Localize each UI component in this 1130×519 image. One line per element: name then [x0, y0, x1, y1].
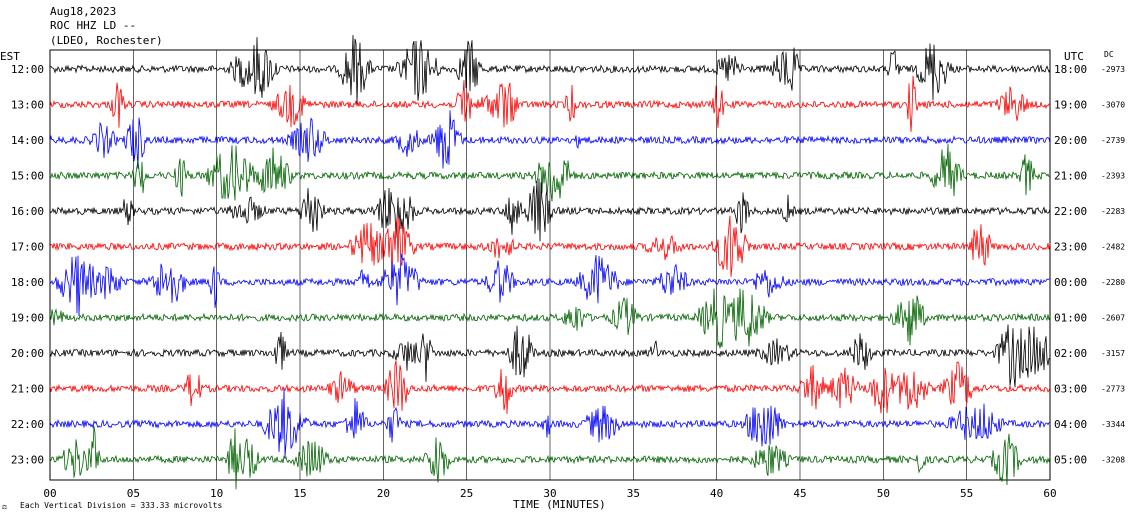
utc-time-label: 02:00 — [1054, 347, 1087, 360]
utc-time-label: 21:00 — [1054, 170, 1087, 183]
utc-time-label: 18:00 — [1054, 63, 1087, 76]
utc-time-label: 23:00 — [1054, 241, 1087, 254]
x-tick-label: 00 — [43, 487, 56, 500]
dc-offset-label: -2739 — [1101, 136, 1125, 145]
dc-offset-label: -3157 — [1101, 349, 1125, 358]
est-time-label: 14:00 — [11, 134, 44, 147]
utc-time-label: 04:00 — [1054, 418, 1087, 431]
trace-row — [49, 426, 1051, 490]
traces — [49, 35, 1051, 490]
trace-row — [49, 110, 1051, 169]
est-time-label: 13:00 — [11, 99, 44, 112]
header-station: ROC HHZ LD -- — [50, 19, 136, 32]
utc-time-label: 19:00 — [1054, 99, 1087, 112]
x-tick-label: 30 — [543, 487, 556, 500]
x-tick-label: 55 — [960, 487, 973, 500]
est-time-label: 22:00 — [11, 418, 44, 431]
est-time-label: 16:00 — [11, 205, 44, 218]
x-tick-label: 10 — [210, 487, 223, 500]
utc-time-label: 20:00 — [1054, 134, 1087, 147]
trace-row — [49, 253, 1051, 316]
utc-time-label: 00:00 — [1054, 276, 1087, 289]
trace-row — [49, 360, 1051, 415]
row-labels: 12:00 18:00 -2973 13:00 19:00 -3070 14:00 20:00… — [11, 63, 1125, 467]
est-time-label: 21:00 — [11, 383, 44, 396]
x-axis-ticks: 00 05 10 15 20 25 30 35 40 45 50 55 60 — [43, 487, 1056, 500]
dc-label: DC — [1104, 50, 1114, 59]
dc-offset-label: -3070 — [1101, 101, 1125, 110]
trace-row — [49, 35, 1051, 105]
dc-offset-label: -2607 — [1101, 314, 1125, 323]
x-tick-label: 05 — [127, 487, 140, 500]
left-axis-label: EST — [0, 50, 20, 63]
header-date: Aug18,2023 — [50, 5, 116, 18]
est-time-label: 18:00 — [11, 276, 44, 289]
est-time-label: 12:00 — [11, 63, 44, 76]
dc-offset-label: -2773 — [1101, 385, 1125, 394]
header-location: (LDEO, Rochester) — [50, 34, 163, 47]
est-time-label: 15:00 — [11, 170, 44, 183]
utc-time-label: 01:00 — [1054, 312, 1087, 325]
dc-offset-label: -2482 — [1101, 243, 1125, 252]
trace-row — [49, 215, 1051, 278]
minute-gridlines — [49, 50, 1051, 480]
x-tick-label: 50 — [877, 487, 890, 500]
est-time-label: 17:00 — [11, 241, 44, 254]
dc-offset-label: -2280 — [1101, 278, 1125, 287]
x-axis-label: TIME (MINUTES) — [513, 498, 606, 511]
utc-time-label: 05:00 — [1054, 454, 1087, 467]
x-tick-label: 45 — [793, 487, 806, 500]
est-time-label: 23:00 — [11, 454, 44, 467]
utc-time-label: 22:00 — [1054, 205, 1087, 218]
trace-row — [49, 288, 1051, 349]
trace-row — [49, 178, 1051, 242]
trace-row — [49, 324, 1050, 388]
x-tick-label: 40 — [710, 487, 723, 500]
x-tick-label: 15 — [293, 487, 306, 500]
est-time-label: 19:00 — [11, 312, 44, 325]
x-tick-label: 20 — [377, 487, 390, 500]
trace-row — [49, 143, 1051, 202]
x-tick-label: 25 — [460, 487, 473, 500]
right-axis-label: UTC — [1064, 50, 1084, 63]
scale-note-icon: ⚖ — [2, 502, 7, 511]
x-tick-label: 35 — [627, 487, 640, 500]
trace-row — [49, 387, 1051, 457]
dc-offset-label: -2973 — [1101, 65, 1125, 74]
est-time-label: 20:00 — [11, 347, 44, 360]
dc-offset-label: -2283 — [1101, 207, 1125, 216]
dc-offset-label: -2393 — [1101, 172, 1125, 181]
x-tick-label: 60 — [1043, 487, 1056, 500]
trace-row — [49, 75, 1051, 132]
dc-offset-label: -3208 — [1101, 456, 1125, 465]
utc-time-label: 03:00 — [1054, 383, 1087, 396]
dc-offset-label: -3344 — [1101, 420, 1125, 429]
scale-note: Each Vertical Division = 333.33 microvol… — [20, 501, 222, 510]
